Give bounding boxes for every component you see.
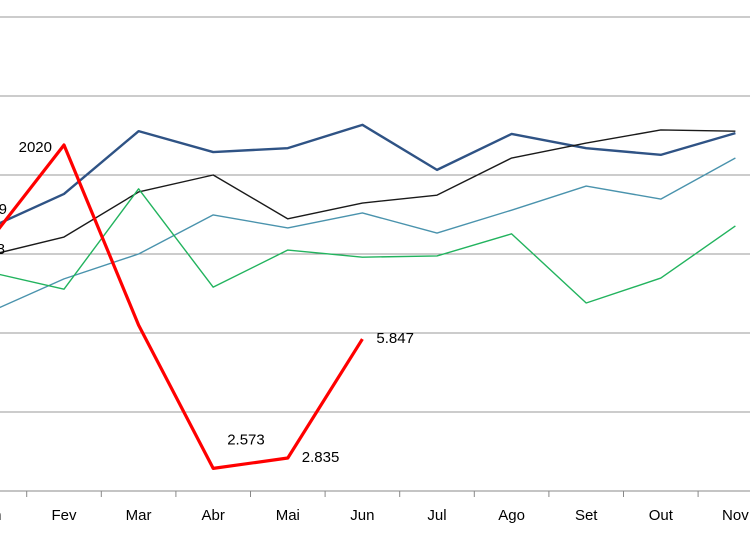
- x-tick-label: Nov: [722, 507, 749, 524]
- series-label: 2018: [0, 241, 5, 258]
- x-tick-label: Mai: [276, 507, 300, 524]
- x-tick-label: Abr: [202, 507, 225, 524]
- data-label: 2.835: [302, 449, 340, 466]
- x-tick-label: Mar: [126, 507, 152, 524]
- x-tick-label: Out: [649, 507, 674, 524]
- x-tick-label: Jun: [350, 507, 374, 524]
- x-tick-label: Set: [575, 507, 598, 524]
- series-line: [0, 188, 736, 304]
- data-label: 2.573: [227, 431, 265, 448]
- series-label: 2019: [0, 201, 7, 218]
- series-line: [0, 157, 736, 309]
- x-tick-label: Jul: [427, 507, 446, 524]
- x-tick-label: Jan: [0, 507, 1, 524]
- series-label: 2020: [19, 139, 52, 156]
- x-tick-label: Ago: [498, 507, 525, 524]
- series-line: [0, 129, 736, 254]
- data-label: 5.847: [376, 330, 414, 347]
- series-line: [0, 123, 736, 225]
- series-line: [0, 143, 364, 470]
- x-tick-label: Fev: [51, 507, 77, 524]
